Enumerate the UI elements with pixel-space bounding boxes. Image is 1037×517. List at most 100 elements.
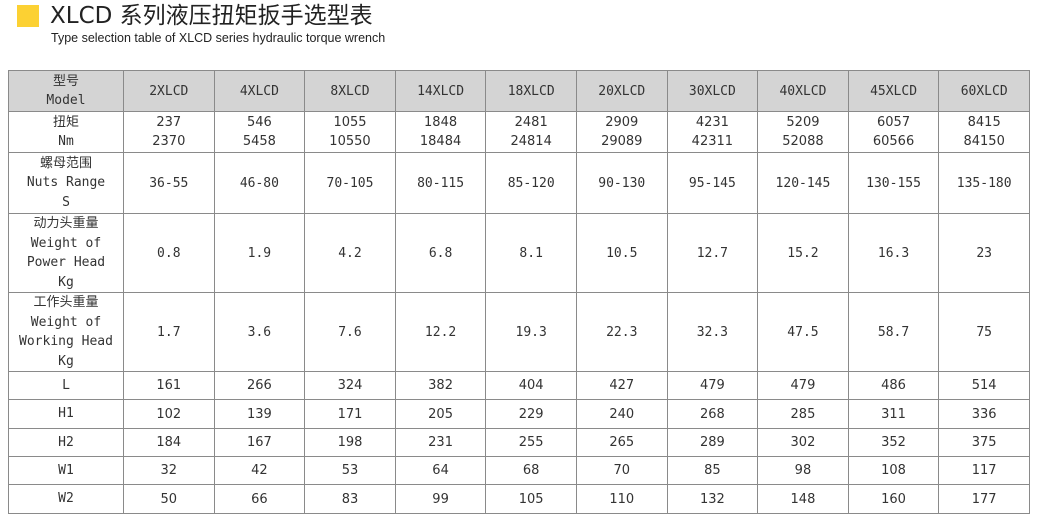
table-cell: 161 bbox=[123, 371, 215, 400]
column-header-model: 20XLCD bbox=[575, 70, 668, 112]
table-cell: 23 bbox=[938, 213, 1030, 293]
table-cell: 160 bbox=[847, 484, 940, 514]
table-cell: 404 bbox=[485, 371, 577, 400]
table-cell: 130-155 bbox=[847, 152, 940, 214]
table-cell: 205 bbox=[394, 399, 487, 429]
table-cell: 2481 24814 bbox=[485, 111, 577, 153]
title-accent-square bbox=[17, 5, 39, 27]
table-cell: 375 bbox=[938, 428, 1030, 457]
column-header-model: 8XLCD bbox=[304, 70, 396, 112]
table-cell: 479 bbox=[757, 371, 849, 400]
table-cell: 70-105 bbox=[304, 152, 396, 214]
table-row: H1 102 139 171 205 229 240 268 285 311 336 bbox=[8, 399, 1030, 429]
table-cell: 4.2 bbox=[304, 213, 396, 293]
table-cell: 229 bbox=[485, 399, 577, 429]
table-cell: 167 bbox=[213, 428, 306, 457]
table-cell: 285 bbox=[757, 399, 849, 429]
table-cell: 268 bbox=[666, 399, 759, 429]
table-row: 扭矩 Nm 237 2370 546 5458 1055 10550 1848 1848… bbox=[8, 111, 1030, 153]
table-cell: 12.7 bbox=[666, 213, 759, 293]
table-row: 螺母范围 Nuts Range S 36-55 46-80 70-105 80-115 8… bbox=[8, 152, 1030, 214]
row-label: 螺母范围 Nuts Range S bbox=[8, 152, 124, 214]
table-cell: 6.8 bbox=[394, 213, 487, 293]
table-cell: 47.5 bbox=[757, 292, 849, 372]
row-label: W2 bbox=[8, 484, 124, 514]
row-label: 动力头重量 Weight of Power Head Kg bbox=[8, 213, 124, 293]
table-cell: 302 bbox=[757, 428, 849, 457]
column-header-model: 14XLCD bbox=[394, 70, 487, 112]
table-cell: 231 bbox=[394, 428, 487, 457]
table-cell: 64 bbox=[394, 456, 487, 485]
table-cell: 99 bbox=[394, 484, 487, 514]
table-cell: 90-130 bbox=[575, 152, 668, 214]
column-header-model: 2XLCD bbox=[123, 70, 215, 112]
row-label: 扭矩 Nm bbox=[8, 111, 124, 153]
table-cell: 427 bbox=[575, 371, 668, 400]
table-cell: 70 bbox=[575, 456, 668, 485]
page-title: XLCD 系列液压扭矩扳手选型表 bbox=[50, 3, 373, 29]
row-label: W1 bbox=[8, 456, 124, 485]
table-cell: 184 bbox=[123, 428, 215, 457]
row-label: L bbox=[8, 371, 124, 400]
table-header-row: 型号 Model 2XLCD 4XLCD 8XLCD 14XLCD 18XLCD 20XLC… bbox=[8, 70, 1030, 112]
table-cell: 22.3 bbox=[575, 292, 668, 372]
row-label: H2 bbox=[8, 428, 124, 457]
row-label: H1 bbox=[8, 399, 124, 429]
table-cell: 148 bbox=[757, 484, 849, 514]
table-cell: 105 bbox=[485, 484, 577, 514]
column-header-model: 4XLCD bbox=[213, 70, 306, 112]
table-cell: 1.9 bbox=[213, 213, 306, 293]
table-cell: 352 bbox=[847, 428, 940, 457]
table-cell: 7.6 bbox=[304, 292, 396, 372]
table-cell: 2909 29089 bbox=[575, 111, 668, 153]
table-cell: 1.7 bbox=[123, 292, 215, 372]
table-cell: 95-145 bbox=[666, 152, 759, 214]
table-row: W2 50 66 83 99 105 110 132 148 160 177 bbox=[8, 484, 1030, 514]
table-cell: 5209 52088 bbox=[757, 111, 849, 153]
table-cell: 42 bbox=[213, 456, 306, 485]
table-row: 工作头重量 Weight of Working Head Kg 1.7 3.6 7.6… bbox=[8, 292, 1030, 372]
table-cell: 32 bbox=[123, 456, 215, 485]
table-cell: 117 bbox=[938, 456, 1030, 485]
table-cell: 108 bbox=[847, 456, 940, 485]
table-cell: 85-120 bbox=[485, 152, 577, 214]
table-row: H2 184 167 198 231 255 265 289 302 352 375 bbox=[8, 428, 1030, 457]
column-header-model: 60XLCD bbox=[938, 70, 1030, 112]
table-cell: 132 bbox=[666, 484, 759, 514]
table-cell: 75 bbox=[938, 292, 1030, 372]
table-cell: 382 bbox=[394, 371, 487, 400]
table-cell: 1055 10550 bbox=[304, 111, 396, 153]
table-cell: 12.2 bbox=[394, 292, 487, 372]
column-header-model: 18XLCD bbox=[485, 70, 577, 112]
table-cell: 19.3 bbox=[485, 292, 577, 372]
page-subtitle: Type selection table of XLCD series hydr… bbox=[51, 31, 386, 45]
table-cell: 16.3 bbox=[847, 213, 940, 293]
table-cell: 255 bbox=[485, 428, 577, 457]
table-cell: 53 bbox=[304, 456, 396, 485]
table-cell: 36-55 bbox=[123, 152, 215, 214]
table-row: 动力头重量 Weight of Power Head Kg 0.8 1.9 4.2 6.… bbox=[8, 213, 1030, 293]
table-cell: 486 bbox=[847, 371, 940, 400]
table-cell: 32.3 bbox=[666, 292, 759, 372]
table-cell: 46-80 bbox=[213, 152, 306, 214]
table-cell: 237 2370 bbox=[123, 111, 215, 153]
column-header-model: 40XLCD bbox=[757, 70, 849, 112]
table-cell: 1848 18484 bbox=[394, 111, 487, 153]
table-cell: 198 bbox=[304, 428, 396, 457]
table-cell: 85 bbox=[666, 456, 759, 485]
row-label-model: 型号 Model bbox=[8, 70, 124, 112]
table-cell: 8.1 bbox=[485, 213, 577, 293]
table-row: W1 32 42 53 64 68 70 85 98 108 117 bbox=[8, 456, 1030, 485]
table-cell: 68 bbox=[485, 456, 577, 485]
table-cell: 135-180 bbox=[938, 152, 1030, 214]
table-cell: 289 bbox=[666, 428, 759, 457]
table-cell: 546 5458 bbox=[213, 111, 306, 153]
row-label: 工作头重量 Weight of Working Head Kg bbox=[8, 292, 124, 372]
table-cell: 266 bbox=[213, 371, 306, 400]
table-cell: 80-115 bbox=[394, 152, 487, 214]
selection-table: 型号 Model 2XLCD 4XLCD 8XLCD 14XLCD 18XLCD 20XLC… bbox=[8, 70, 1030, 514]
table-cell: 102 bbox=[123, 399, 215, 429]
table-cell: 58.7 bbox=[847, 292, 940, 372]
table-cell: 139 bbox=[213, 399, 306, 429]
table-cell: 50 bbox=[123, 484, 215, 514]
